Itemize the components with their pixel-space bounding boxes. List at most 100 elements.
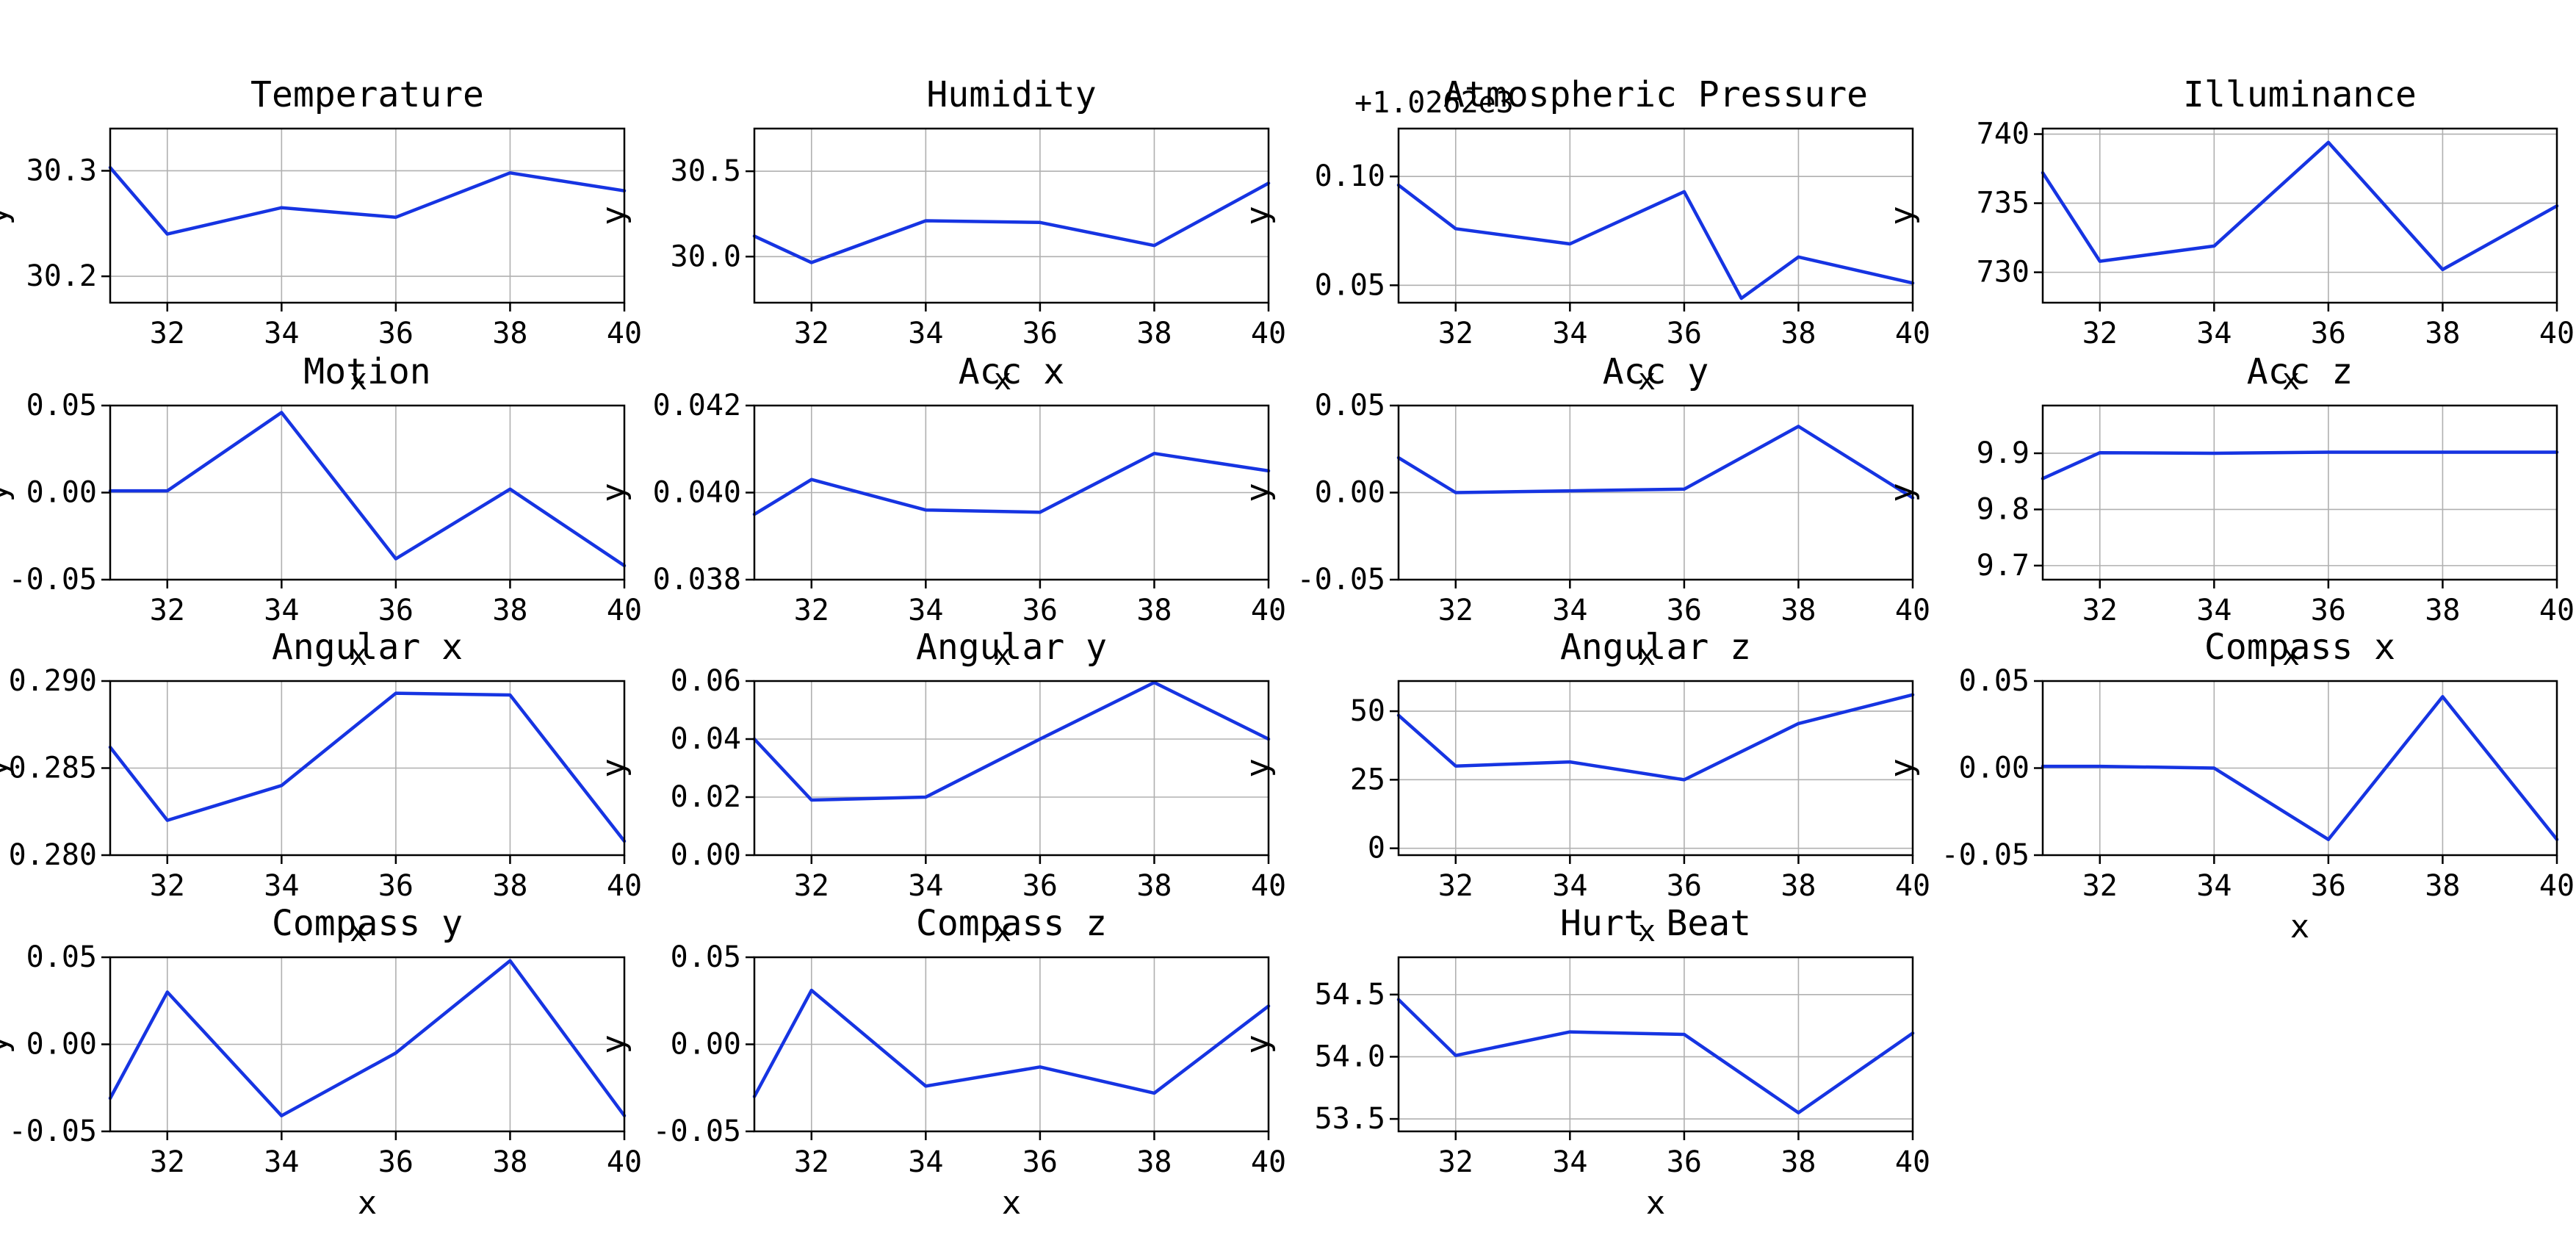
acc-x-ytick-label: 0.038: [653, 563, 741, 597]
humidity-xtick-label: 40: [1251, 317, 1286, 350]
compass-x-ytick-label: 0.05: [1959, 664, 2030, 698]
angular-z-line: [1396, 693, 1915, 782]
illuminance-ylabel: y: [1883, 206, 1921, 226]
acc-z-line: [2041, 450, 2559, 480]
acc-z-ylabel: y: [1883, 483, 1921, 503]
motion-line: [108, 411, 627, 568]
acc-y-title: Acc y: [1603, 351, 1709, 392]
humidity-xtick-label: 38: [1136, 317, 1172, 350]
humidity-xtick-label: 32: [794, 317, 829, 350]
illuminance-xtick-label: 38: [2425, 317, 2460, 350]
subplot-acc-y: 32 34 36 38 40 0.05 0.00 -0.05 Acc yx y: [1239, 351, 1930, 627]
motion-title: Motion: [303, 351, 430, 392]
compass-x-xtick-label: 40: [2539, 869, 2575, 903]
atmospheric-pressure-line: [1396, 183, 1915, 300]
hurt-beat-xtick-label: 36: [1667, 1145, 1702, 1179]
motion-xtick-label: 38: [492, 594, 527, 627]
hurt-beat-line: [1396, 998, 1915, 1114]
acc-x-xtick-label: 36: [1022, 594, 1058, 627]
humidity-title: Humidity: [926, 74, 1096, 115]
acc-z-xtick-label: 34: [2196, 594, 2232, 627]
angular-x-overlap-x-label: x: [350, 638, 367, 672]
acc-z-xtick-label: 38: [2425, 594, 2460, 627]
humidity-xtick-label: 36: [1022, 317, 1058, 350]
atmospheric-pressure-xtick-label: 36: [1667, 317, 1702, 350]
acc-x-title: Acc x: [959, 351, 1065, 392]
compass-z-ytick-label: 0.00: [671, 1028, 741, 1062]
acc-z-xtick-label: 40: [2539, 594, 2575, 627]
angular-x-xtick-label: 32: [150, 869, 185, 903]
angular-z-xtick-label: 40: [1895, 869, 1930, 903]
atmospheric-pressure-ylabel: y: [1239, 206, 1277, 226]
compass-z-xtick-label: 34: [908, 1145, 943, 1179]
compass-y-xtick-label: 32: [150, 1145, 185, 1179]
motion-ytick-label: -0.05: [9, 563, 97, 597]
compass-z-overlap-x-label: x: [994, 915, 1011, 948]
temperature-xtick-label: 34: [264, 317, 299, 350]
angular-y-ytick-label: 0.00: [671, 838, 741, 872]
acc-y-ylabel: y: [1239, 483, 1277, 503]
compass-x-ytick-label: -0.05: [1941, 838, 2030, 872]
acc-z-xtick-label: 36: [2311, 594, 2346, 627]
angular-y-xtick-label: 34: [908, 869, 943, 903]
compass-y-overlap-x-label: x: [350, 915, 367, 948]
angular-z-title: Angular z: [1560, 627, 1751, 668]
compass-y-xtick-label: 40: [607, 1145, 642, 1179]
acc-z-ytick-label: 9.7: [1977, 549, 2030, 583]
angular-y-ytick-label: 0.02: [671, 780, 741, 814]
hurt-beat-title: Hurt Beat: [1560, 903, 1751, 944]
compass-x-xtick-label: 32: [2082, 869, 2118, 903]
atmospheric-pressure-ytick-label: 0.05: [1315, 268, 1385, 302]
hurt-beat-ylabel: y: [1239, 1034, 1277, 1054]
atmospheric-pressure-xtick-label: 40: [1895, 317, 1930, 350]
compass-z-ytick-label: -0.05: [653, 1114, 741, 1148]
compass-x-ytick-label: 0.00: [1959, 752, 2030, 785]
acc-y-ytick-label: 0.00: [1315, 476, 1385, 510]
temperature-xtick-label: 40: [607, 317, 642, 350]
angular-x-xtick-label: 36: [378, 869, 414, 903]
subplot-temperature: 32 34 36 38 40 30.3 30.2 Temperature y: [0, 74, 642, 350]
motion-ylabel: y: [0, 483, 15, 503]
compass-y-ylabel: y: [0, 1034, 15, 1054]
acc-z-ytick-label: 9.9: [1977, 436, 2030, 470]
hurt-beat-xlabel: x: [1646, 1184, 1666, 1222]
angular-z-ylabel: y: [1239, 758, 1277, 778]
acc-x-xtick-label: 32: [794, 594, 829, 627]
acc-y-xtick-label: 38: [1781, 594, 1816, 627]
subplot-angular-z: 32 34 36 38 40 50 25 0 Angular zx y: [1239, 627, 1930, 903]
compass-x-ylabel: y: [1883, 758, 1921, 778]
temperature-xtick-label: 32: [150, 317, 185, 350]
hurt-beat-xtick-label: 32: [1438, 1145, 1473, 1179]
compass-y-ytick-label: 0.05: [26, 940, 97, 974]
compass-y-xtick-label: 34: [264, 1145, 299, 1179]
compass-z-title: Compass z: [916, 903, 1107, 944]
illuminance-line: [2041, 140, 2559, 272]
temperature-ylabel: y: [0, 206, 15, 226]
angular-z-ytick-label: 0: [1368, 832, 1385, 865]
motion-ytick-label: 0.00: [26, 476, 97, 510]
compass-x-xlabel: x: [2290, 908, 2310, 946]
acc-x-xtick-label: 38: [1136, 594, 1172, 627]
angular-x-ytick-label: 0.280: [9, 838, 97, 872]
compass-x-xtick-label: 36: [2311, 869, 2346, 903]
motion-ytick-label: 0.05: [26, 389, 97, 422]
acc-x-ytick-label: 0.042: [653, 389, 741, 422]
subplot-angular-x: 32 34 36 38 40 0.290 0.285 0.280 Angular xx y: [0, 627, 642, 903]
humidity-ytick-label: 30.0: [671, 239, 741, 273]
angular-x-ylabel: y: [0, 758, 15, 778]
acc-x-ylabel: y: [595, 483, 632, 503]
compass-y-title: Compass y: [272, 903, 463, 944]
humidity-ytick-label: 30.5: [671, 154, 741, 188]
acc-y-ytick-label: -0.05: [1297, 563, 1385, 597]
illuminance-ytick-label: 730: [1977, 256, 2030, 289]
compass-y-xtick-label: 38: [492, 1145, 527, 1179]
acc-x-ytick-label: 0.040: [653, 476, 741, 510]
illuminance-ytick-label: 740: [1977, 118, 2030, 151]
hurt-beat-ytick-label: 54.5: [1315, 978, 1385, 1012]
compass-y-xtick-label: 36: [378, 1145, 414, 1179]
angular-y-title: Angular y: [916, 627, 1107, 668]
compass-z-line: [752, 988, 1271, 1098]
hurt-beat-ytick-label: 54.0: [1315, 1040, 1385, 1073]
compass-y-ytick-label: 0.00: [26, 1028, 97, 1062]
